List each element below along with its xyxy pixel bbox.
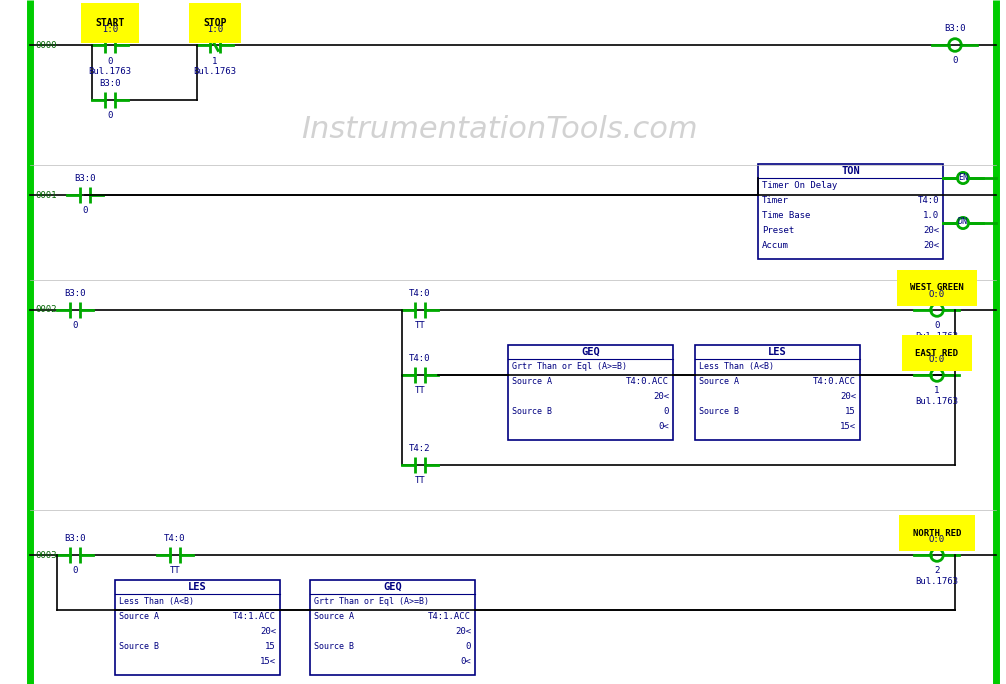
Text: T4:2: T4:2 <box>409 444 431 453</box>
Text: 0: 0 <box>108 111 113 120</box>
FancyBboxPatch shape <box>758 164 943 259</box>
Text: T4:1.ACC: T4:1.ACC <box>428 612 471 621</box>
Text: TT: TT <box>414 321 426 330</box>
Text: Source A: Source A <box>512 377 552 386</box>
Text: 20<: 20< <box>840 392 856 401</box>
Text: 0: 0 <box>108 57 113 66</box>
Text: T4:0: T4:0 <box>409 289 431 298</box>
Text: Accum: Accum <box>762 241 789 250</box>
Text: EAST RED: EAST RED <box>915 349 959 358</box>
Text: I:0: I:0 <box>207 25 223 34</box>
Text: 1.0: 1.0 <box>923 211 939 220</box>
Text: 0: 0 <box>466 642 471 651</box>
Text: Bul.1763: Bul.1763 <box>915 332 959 341</box>
Text: 0: 0 <box>953 56 958 65</box>
Text: Grtr Than or Eql (A>=B): Grtr Than or Eql (A>=B) <box>512 362 627 371</box>
Text: Source B: Source B <box>512 407 552 416</box>
Text: Source B: Source B <box>699 407 739 416</box>
FancyBboxPatch shape <box>310 580 475 675</box>
Text: 15: 15 <box>845 407 856 416</box>
Text: T4:0.ACC: T4:0.ACC <box>626 377 669 386</box>
Text: DN: DN <box>958 218 968 226</box>
Text: Source A: Source A <box>699 377 739 386</box>
Text: 0: 0 <box>82 206 88 215</box>
Text: I:0: I:0 <box>102 25 118 34</box>
Text: B3:0: B3:0 <box>64 534 86 543</box>
Text: 0003: 0003 <box>35 551 56 560</box>
Text: Bul.1763: Bul.1763 <box>89 67 132 76</box>
Text: 1: 1 <box>935 386 940 395</box>
Text: Source A: Source A <box>314 612 354 621</box>
Text: TT: TT <box>414 476 426 485</box>
Text: T4:0: T4:0 <box>409 354 431 363</box>
FancyBboxPatch shape <box>115 580 280 675</box>
Text: GEQ: GEQ <box>383 582 401 592</box>
Text: Less Than (A<B): Less Than (A<B) <box>699 362 774 371</box>
Text: Source A: Source A <box>119 612 159 621</box>
Text: T4:1.ACC: T4:1.ACC <box>233 612 276 621</box>
Text: 20<: 20< <box>923 226 939 235</box>
Text: 1: 1 <box>212 57 217 66</box>
Text: Bul.1763: Bul.1763 <box>915 397 959 406</box>
Text: Time Base: Time Base <box>762 211 811 220</box>
Text: 15: 15 <box>266 642 276 651</box>
Text: InstrumentationTools.com: InstrumentationTools.com <box>302 116 698 144</box>
Text: T4:0: T4:0 <box>917 196 939 205</box>
Text: O:0: O:0 <box>929 535 945 544</box>
Text: 0<: 0< <box>461 657 471 666</box>
Text: 0001: 0001 <box>35 191 56 200</box>
Text: 0002: 0002 <box>35 306 56 315</box>
Text: 0000: 0000 <box>35 40 56 49</box>
Text: NORTH RED: NORTH RED <box>912 529 961 538</box>
Text: WEST GREEN: WEST GREEN <box>910 283 964 293</box>
Text: T4:0: T4:0 <box>164 534 186 543</box>
Text: 15<: 15< <box>840 422 856 431</box>
Text: B3:0: B3:0 <box>74 174 96 183</box>
Text: Timer On Delay: Timer On Delay <box>762 181 837 190</box>
Text: TT: TT <box>170 566 180 575</box>
Text: Less Than (A<B): Less Than (A<B) <box>119 597 194 606</box>
Text: START: START <box>96 18 125 28</box>
Text: TON: TON <box>841 166 860 176</box>
Text: Source B: Source B <box>314 642 354 651</box>
Text: O:0: O:0 <box>929 290 945 299</box>
Text: GEQ: GEQ <box>581 347 600 357</box>
Text: B3:0: B3:0 <box>945 24 966 33</box>
Text: Timer: Timer <box>762 196 789 205</box>
Text: 0<: 0< <box>658 422 669 431</box>
Text: B3:0: B3:0 <box>100 79 121 88</box>
Text: EN: EN <box>958 172 968 181</box>
Text: 20<: 20< <box>260 627 276 636</box>
Text: 2: 2 <box>935 566 940 575</box>
Text: Grtr Than or Eql (A>=B): Grtr Than or Eql (A>=B) <box>314 597 429 606</box>
Text: 0: 0 <box>72 566 77 575</box>
Text: Source B: Source B <box>119 642 159 651</box>
Text: TT: TT <box>414 386 426 395</box>
Text: O:0: O:0 <box>929 355 945 364</box>
Text: 15<: 15< <box>260 657 276 666</box>
Text: T4:0.ACC: T4:0.ACC <box>813 377 856 386</box>
Text: 20<: 20< <box>653 392 669 401</box>
Text: STOP: STOP <box>203 18 226 28</box>
FancyBboxPatch shape <box>508 345 673 440</box>
Text: Bul.1763: Bul.1763 <box>915 577 959 586</box>
Text: LES: LES <box>769 347 787 357</box>
Text: LES: LES <box>188 582 207 592</box>
Text: Bul.1763: Bul.1763 <box>193 67 236 76</box>
Text: B3:0: B3:0 <box>64 289 86 298</box>
Text: 0: 0 <box>72 321 77 330</box>
Text: 20<: 20< <box>455 627 471 636</box>
FancyBboxPatch shape <box>695 345 860 440</box>
Text: 0: 0 <box>935 321 940 330</box>
Text: 0: 0 <box>664 407 669 416</box>
Text: 20<: 20< <box>923 241 939 250</box>
Text: Preset: Preset <box>762 226 795 235</box>
